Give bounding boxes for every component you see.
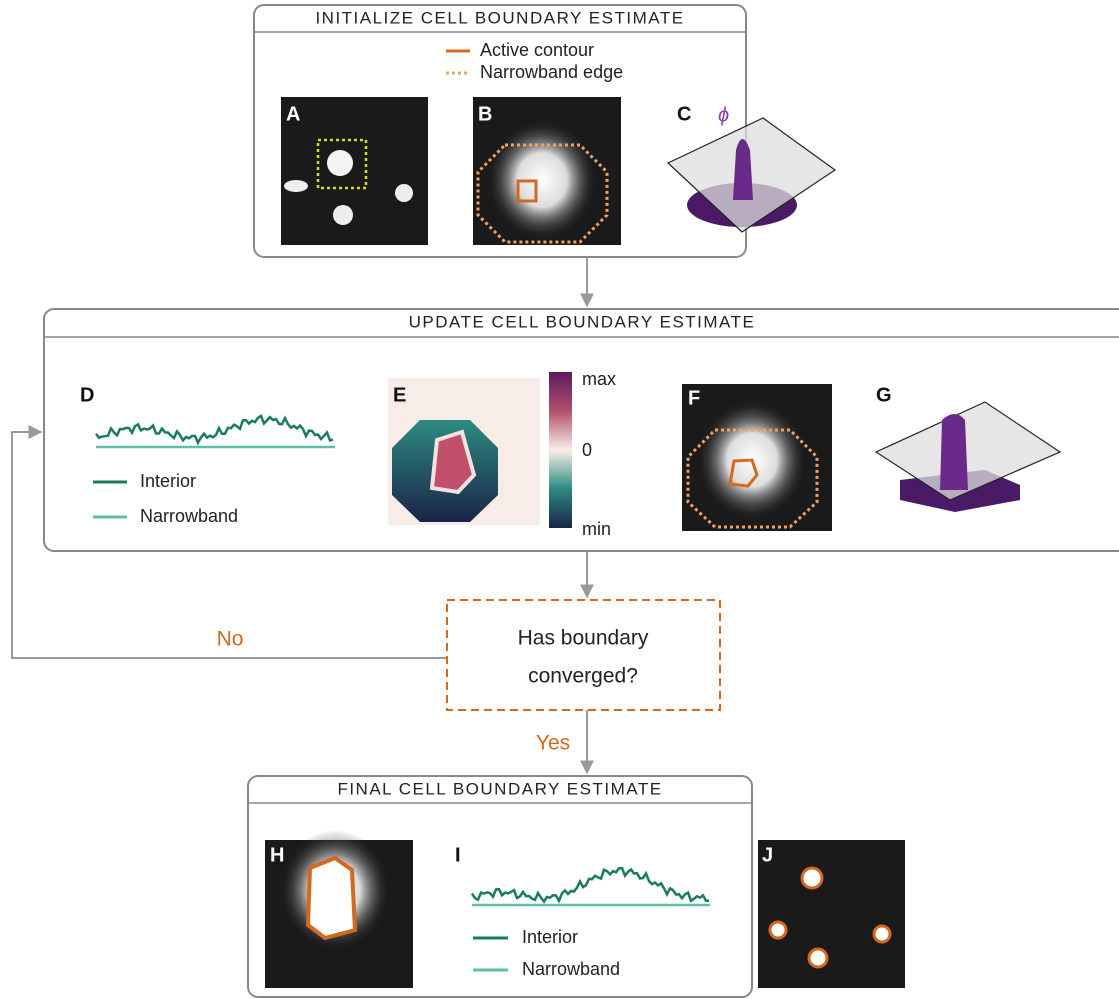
roi-box	[316, 138, 368, 190]
cell	[395, 184, 413, 202]
panel-label: J	[762, 844, 773, 866]
panel-label: G	[876, 384, 892, 406]
final-contour	[768, 920, 788, 940]
speed-map-interior	[429, 429, 477, 495]
legend-label: Interior	[522, 927, 578, 947]
final-contour	[305, 855, 358, 941]
micrograph	[758, 840, 905, 988]
active-contour	[728, 458, 759, 488]
narrowband-edge	[476, 143, 609, 244]
final-contour	[807, 947, 829, 969]
narrowband-edge	[686, 428, 819, 529]
surface	[940, 414, 968, 490]
section-title: UPDATE CELL BOUNDARY ESTIMATE	[409, 312, 756, 331]
trace	[95, 414, 334, 446]
final-contour	[872, 924, 892, 944]
decision-text: Has boundary	[518, 627, 649, 650]
cell	[487, 120, 597, 240]
legend-label: Active contour	[480, 40, 594, 60]
legend-label: Narrowband	[140, 506, 238, 526]
panel-label: H	[270, 844, 284, 866]
final-contour	[800, 866, 824, 890]
decision-text: converged?	[528, 665, 638, 688]
panel-label: C	[677, 103, 691, 125]
colorbar-label: min	[582, 519, 611, 539]
legend-label: Narrowband	[522, 959, 620, 979]
cell	[327, 150, 353, 176]
active-contour	[516, 179, 538, 203]
panel-label: E	[393, 384, 406, 406]
section-title: FINAL CELL BOUNDARY ESTIMATE	[337, 779, 662, 798]
trace	[470, 866, 709, 904]
panel-label: A	[286, 103, 300, 125]
branch-label: No	[217, 628, 244, 651]
panel-label: I	[455, 844, 461, 866]
surface	[733, 139, 753, 200]
colorbar-label: 0	[582, 440, 592, 460]
section-title: INITIALIZE CELL BOUNDARY ESTIMATE	[315, 8, 684, 27]
legend-label: Narrowband edge	[480, 62, 623, 82]
colorbar	[549, 372, 572, 528]
cell	[284, 180, 308, 192]
colorbar-label: max	[582, 369, 616, 389]
micrograph	[281, 97, 428, 245]
panel-label: D	[80, 384, 94, 406]
panel-label: F	[688, 387, 700, 409]
decision-box	[446, 599, 721, 711]
loop-arrow	[11, 425, 447, 659]
cell	[333, 205, 353, 225]
legend-label: Interior	[140, 471, 196, 491]
panel-label: B	[478, 103, 492, 125]
branch-label: Yes	[536, 732, 570, 755]
phi-label: ϕ	[718, 104, 729, 126]
